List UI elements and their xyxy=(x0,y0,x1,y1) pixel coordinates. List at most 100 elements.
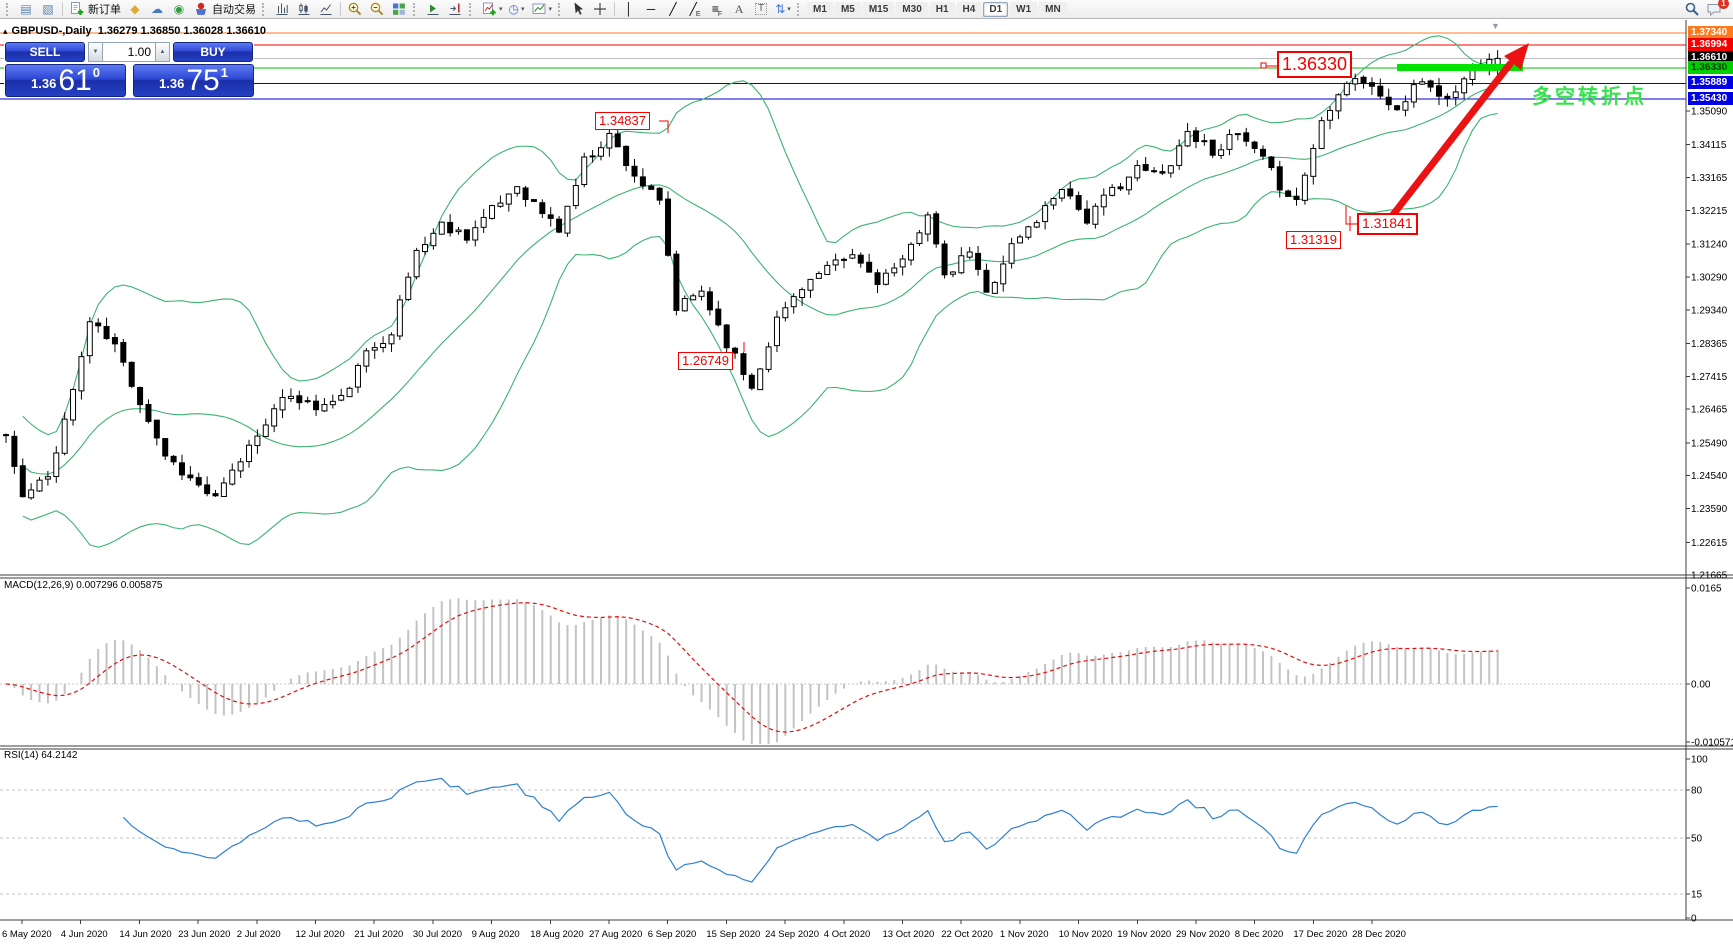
price-annotation[interactable]: 1.31319 xyxy=(1286,231,1341,250)
candle-body xyxy=(145,403,152,422)
fibonacci-tool-button[interactable]: ≡ F xyxy=(707,1,727,18)
new-order-button[interactable]: 新订单 xyxy=(67,1,123,18)
date-label: 1 Nov 2020 xyxy=(1000,929,1049,940)
price-tag: 1.36994 xyxy=(1688,38,1733,51)
rsi-indicator-label: RSI(14) 64.2142 xyxy=(4,750,78,761)
new-chart-button[interactable]: ▤ xyxy=(16,1,36,18)
chart-shift-marker-icon[interactable]: ▼ xyxy=(1491,21,1500,31)
bar-chart-button[interactable] xyxy=(272,1,292,18)
ask-price-tile[interactable]: 1.36 75 1 xyxy=(133,64,254,97)
line-chart-button[interactable] xyxy=(316,1,336,18)
candle-body xyxy=(153,419,160,439)
date-label: 18 Aug 2020 xyxy=(530,929,583,940)
volume-down-button[interactable]: ▼ xyxy=(88,42,103,62)
zoom-in-button[interactable] xyxy=(345,1,365,18)
search-button[interactable] xyxy=(1682,1,1702,18)
timeframe-button-h1[interactable]: H1 xyxy=(929,1,955,17)
date-label: 19 Nov 2020 xyxy=(1117,929,1171,940)
ask-main: 75 xyxy=(186,64,220,97)
candle-body xyxy=(229,469,236,485)
highlight-zone[interactable] xyxy=(1397,64,1523,71)
price-annotation[interactable]: 1.26749 xyxy=(678,352,733,371)
vertical-line-icon: │ xyxy=(625,2,633,16)
price-tick-label: 1.35090 xyxy=(1691,107,1728,118)
buy-button[interactable]: BUY xyxy=(173,42,253,62)
auto-scroll-button[interactable] xyxy=(423,1,443,18)
chart-shift-button[interactable] xyxy=(445,1,465,18)
turning-point-note[interactable]: 多空转折点 xyxy=(1532,86,1647,108)
collapse-panel-icon[interactable]: ▴ xyxy=(3,26,8,36)
price-tag: 1.35430 xyxy=(1688,92,1733,105)
candle-body xyxy=(941,243,948,276)
price-annotation[interactable]: 1.34837 xyxy=(595,112,650,131)
text-label-tool-button[interactable]: T xyxy=(751,1,771,18)
candle-body xyxy=(1226,134,1233,150)
date-label: 15 Sep 2020 xyxy=(706,929,760,940)
price-tick-label: 1.21665 xyxy=(1691,571,1728,582)
candlestick-chart-button[interactable] xyxy=(294,1,314,18)
candle-body xyxy=(740,353,747,375)
bid-price-tile[interactable]: 1.36 61 0 xyxy=(5,64,126,97)
metaeditor-button[interactable]: ◆ xyxy=(125,1,145,18)
community-button[interactable]: ☁ xyxy=(147,1,167,18)
candle-body xyxy=(44,476,51,480)
candle-body xyxy=(815,273,822,279)
horizontal-line-icon: ─ xyxy=(646,2,656,16)
annotation-leader xyxy=(1345,206,1357,225)
text-tool-button[interactable]: A xyxy=(729,1,749,18)
indicators-button[interactable]: ▾ xyxy=(479,1,505,18)
timeframe-button-m30[interactable]: M30 xyxy=(896,1,928,17)
trend-arrow[interactable] xyxy=(1388,60,1514,220)
tile-windows-icon xyxy=(393,3,405,15)
volume-up-button[interactable]: ▲ xyxy=(155,42,170,62)
horizontal-line-tool-button[interactable]: ─ xyxy=(641,1,661,18)
zoom-out-button[interactable] xyxy=(367,1,387,18)
rsi-axis-label: 50 xyxy=(1691,834,1703,845)
arrows-tool-button[interactable]: ⇅ ▾ xyxy=(773,1,793,18)
periods-button[interactable]: ◷ ▾ xyxy=(507,1,527,18)
candle-body xyxy=(1444,95,1451,99)
search-icon xyxy=(1685,2,1699,16)
ohlc-close: 1.36610 xyxy=(226,25,266,37)
candle-body xyxy=(572,185,579,207)
vertical-line-tool-button[interactable]: │ xyxy=(619,1,639,18)
candle-body xyxy=(790,296,797,308)
profiles-button[interactable]: ▧ xyxy=(38,1,58,18)
autotrading-button[interactable]: 自动交易 xyxy=(191,1,258,18)
macd-signal-line xyxy=(5,602,1498,733)
tile-windows-button[interactable] xyxy=(389,1,409,18)
price-tag: 1.35889 xyxy=(1688,76,1733,89)
ask-prefix: 1.36 xyxy=(159,76,185,91)
timeframe-button-m1[interactable]: M1 xyxy=(807,1,833,17)
ohlc-open: 1.36279 xyxy=(97,25,138,37)
price-annotation[interactable]: 1.36330 xyxy=(1277,51,1353,78)
candle-body xyxy=(321,404,328,412)
candle-body xyxy=(480,216,487,228)
price-annotation[interactable]: 1.31841 xyxy=(1357,213,1418,235)
new-chart-icon: ▤ xyxy=(20,2,32,16)
volume-input[interactable] xyxy=(103,42,155,62)
candle-body xyxy=(1310,147,1317,177)
profiles-icon: ▧ xyxy=(42,2,54,16)
timeframe-button-d1[interactable]: D1 xyxy=(983,1,1009,17)
candle-body xyxy=(614,133,621,148)
channel-tool-button[interactable]: ╱ E xyxy=(685,1,705,18)
timeframe-button-m15[interactable]: M15 xyxy=(862,1,895,17)
candle-body xyxy=(413,249,420,278)
candle-body xyxy=(212,493,219,497)
timeframe-button-w1[interactable]: W1 xyxy=(1010,1,1038,17)
sell-button[interactable]: SELL xyxy=(5,42,85,62)
timeframe-button-mn[interactable]: MN xyxy=(1039,1,1067,17)
cursor-button[interactable] xyxy=(568,1,588,18)
templates-button[interactable]: ▾ xyxy=(529,1,555,18)
crosshair-button[interactable] xyxy=(590,1,610,18)
date-label: 6 Sep 2020 xyxy=(648,929,697,940)
timeframe-button-h4[interactable]: H4 xyxy=(956,1,982,17)
date-label: 4 Jun 2020 xyxy=(61,929,108,940)
volume-control: ▼ ▲ xyxy=(88,42,170,62)
signals-button[interactable]: ◉ xyxy=(169,1,189,18)
notifications-button[interactable]: 1 xyxy=(1704,0,1729,18)
timeframe-button-m5[interactable]: M5 xyxy=(834,1,861,17)
trendline-tool-button[interactable]: ╱ xyxy=(663,1,683,18)
